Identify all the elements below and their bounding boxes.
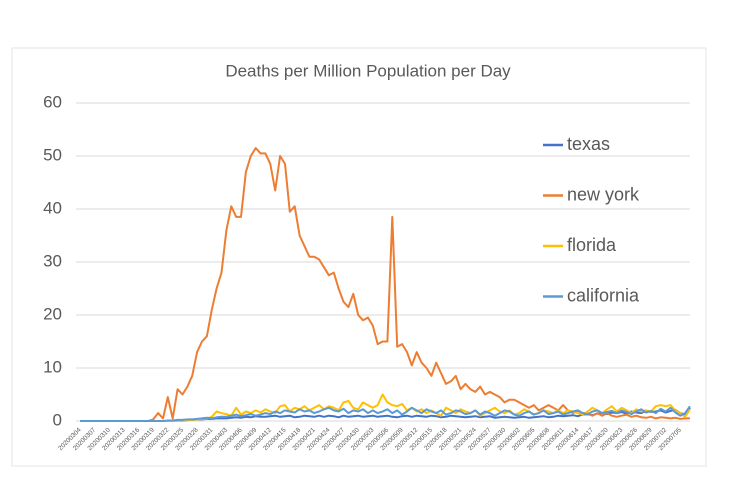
legend-label: texas xyxy=(567,134,610,154)
series-line xyxy=(80,405,691,422)
y-tick-label: 30 xyxy=(43,251,62,270)
y-tick-label: 50 xyxy=(43,145,62,164)
y-tick-label: 10 xyxy=(43,357,62,376)
chart-title: Deaths per Million Population per Day xyxy=(225,61,511,80)
y-tick-label: 60 xyxy=(43,92,62,111)
y-tick-label: 20 xyxy=(43,304,62,323)
y-tick-label: 0 xyxy=(53,410,62,429)
legend-label: california xyxy=(567,285,640,305)
legend-label: florida xyxy=(567,235,617,255)
legend-label: new york xyxy=(567,184,640,204)
series-line xyxy=(80,393,691,422)
y-tick-label: 40 xyxy=(43,198,62,217)
chart-frame xyxy=(11,47,707,467)
